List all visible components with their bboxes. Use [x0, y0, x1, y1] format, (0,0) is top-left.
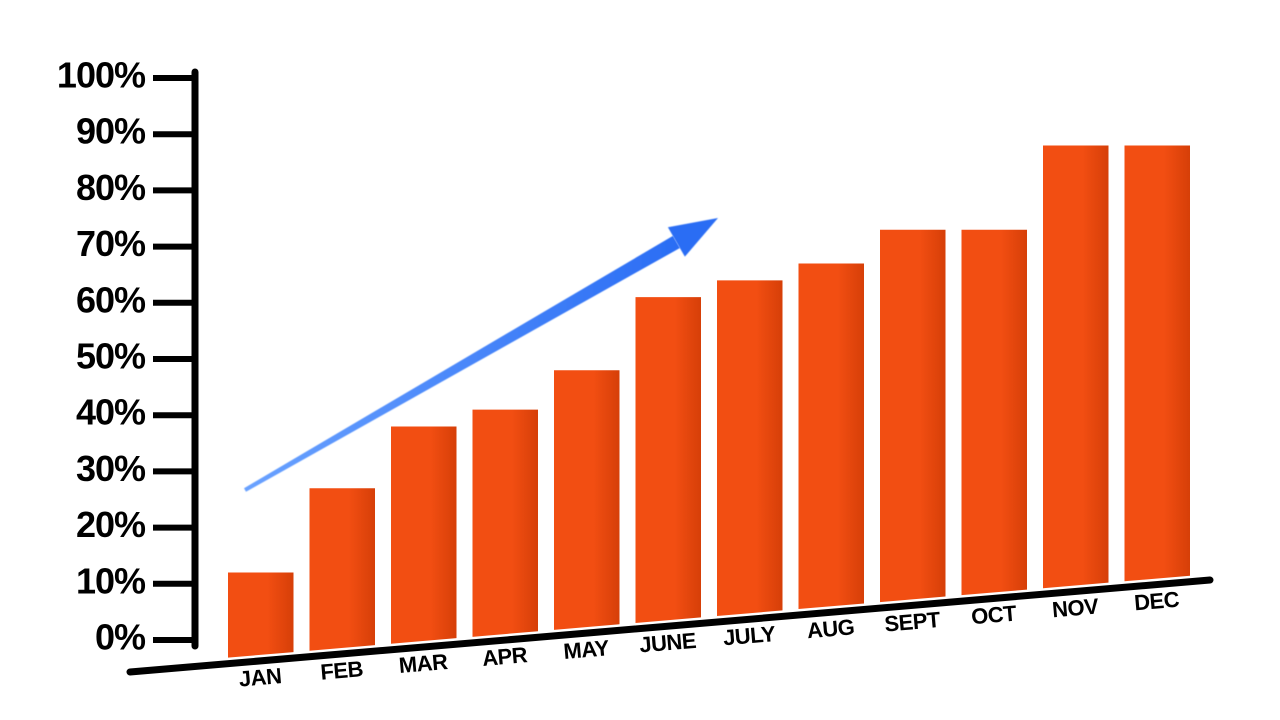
bar-june	[636, 297, 702, 623]
bar-apr	[473, 410, 539, 637]
x-axis-labels: JAN FEB MAR APR MAY JUNE JULY AUG SEPT OCT NOV DEC	[238, 587, 1181, 692]
x-tick-label: JULY	[722, 621, 777, 650]
x-tick-label: OCT	[970, 600, 1018, 629]
y-tick-label: 40%	[76, 392, 146, 433]
bar-nov	[1043, 145, 1109, 588]
bar-jan	[228, 573, 294, 658]
monthly-bar-chart: JANFEBMARAPRMAYJUNEJULYAUGSEPTOCTNOVDEC …	[0, 0, 1280, 720]
y-tick-label: 90%	[76, 111, 146, 152]
x-tick-label: MAY	[562, 635, 610, 664]
y-tick-label: 0%	[95, 617, 146, 658]
x-tick-label: APR	[481, 642, 529, 671]
y-tick-label: 100%	[57, 55, 146, 96]
y-tick-label: 50%	[76, 336, 146, 377]
bar-mar	[391, 426, 457, 643]
x-tick-label: SEPT	[883, 607, 941, 637]
y-axis: 0% 10% 20% 30% 40% 50% 60% 70% 80% 90% 100%	[57, 55, 195, 658]
y-tick-label: 70%	[76, 223, 146, 264]
bar-aug	[799, 263, 865, 609]
y-tick-label: 10%	[76, 560, 146, 601]
x-tick-label: MAR	[398, 649, 449, 678]
bar-july	[717, 280, 783, 616]
x-tick-label: FEB	[319, 656, 363, 685]
x-tick-label: AUG	[806, 614, 855, 643]
bar-oct	[962, 230, 1028, 595]
y-tick-label: 30%	[76, 448, 146, 489]
bar-sept	[880, 230, 946, 602]
y-tick-label: 20%	[76, 504, 146, 545]
x-tick-label: NOV	[1051, 593, 1100, 622]
x-tick-label: JAN	[238, 663, 282, 692]
y-tick-label: 60%	[76, 279, 146, 320]
y-tick-label: 80%	[76, 167, 146, 208]
bar-dec	[1125, 145, 1191, 581]
x-tick-label: DEC	[1133, 587, 1181, 616]
x-tick-label: JUNE	[638, 628, 697, 658]
bar-feb	[310, 488, 376, 650]
bar-may	[554, 370, 620, 630]
